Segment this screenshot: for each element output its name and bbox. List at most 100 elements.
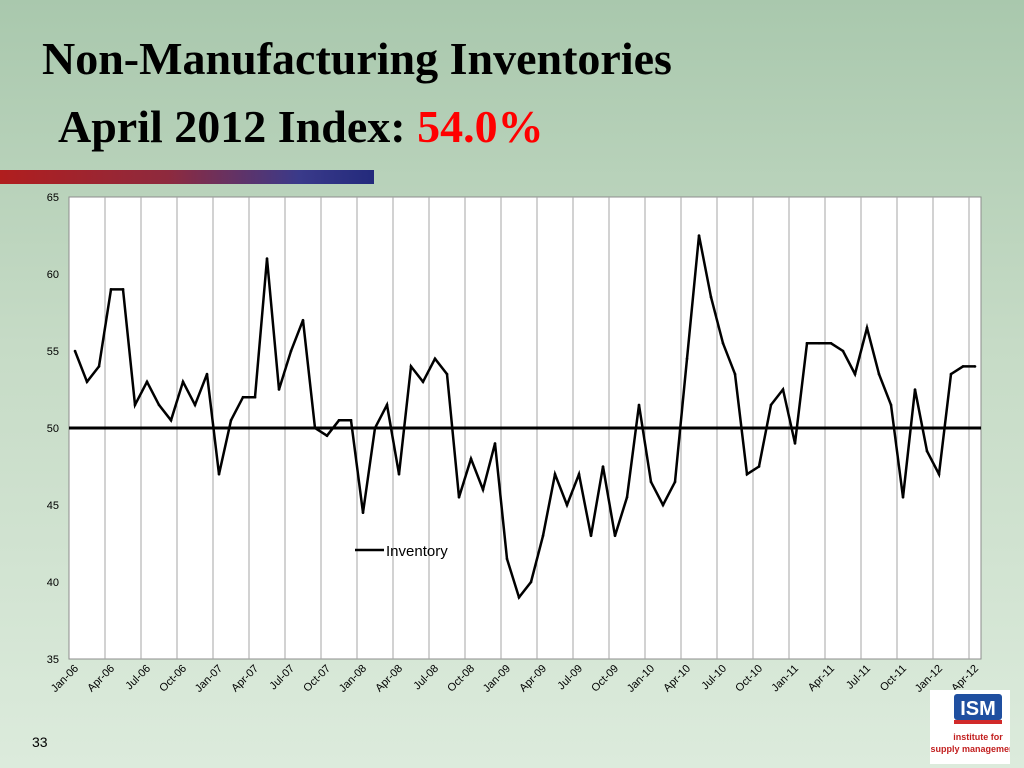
index-value: 54.0% (417, 101, 544, 152)
x-tick-label: Jul-06 (123, 663, 153, 693)
data-point (481, 488, 485, 491)
data-point (757, 465, 761, 468)
x-tick-label: Oct-06 (157, 663, 189, 695)
x-tick-label: Apr-08 (373, 663, 405, 695)
data-point (265, 257, 269, 260)
x-tick-label: Jul-10 (699, 663, 729, 693)
data-point (925, 449, 929, 453)
data-point (865, 326, 869, 330)
x-tick-label: Apr-07 (229, 663, 261, 695)
data-point (745, 472, 749, 476)
data-point (241, 395, 245, 399)
y-tick-label: 65 (47, 192, 59, 204)
x-tick-label: Jul-11 (844, 663, 873, 692)
data-point (229, 419, 233, 422)
data-point (721, 342, 725, 345)
x-tick-label: Jul-09 (555, 663, 585, 693)
data-point (949, 372, 953, 376)
y-tick-label: 40 (47, 577, 59, 589)
logo-caption-line2: supply management (930, 744, 1010, 754)
data-point (469, 457, 473, 461)
data-point (973, 365, 977, 368)
y-tick-label: 45 (47, 500, 59, 512)
x-tick-label: Apr-10 (661, 663, 693, 695)
data-point (145, 380, 149, 384)
x-tick-label: Jan-09 (481, 663, 513, 695)
x-tick-label: Oct-11 (878, 663, 909, 694)
data-point (805, 342, 809, 345)
data-point (373, 426, 377, 430)
data-point (421, 380, 425, 384)
data-point (529, 580, 533, 584)
y-tick-label: 50 (47, 423, 59, 435)
data-point (709, 295, 713, 299)
data-point (901, 496, 905, 499)
data-point (157, 403, 161, 407)
x-tick-label: Jan-08 (337, 663, 369, 695)
data-point (793, 442, 797, 445)
data-point (205, 372, 209, 376)
y-tick-label: 55 (47, 346, 59, 358)
x-tick-label: Oct-07 (301, 663, 333, 695)
data-point (73, 349, 77, 353)
data-point (409, 365, 413, 368)
data-point (517, 596, 521, 599)
y-tick-label: 35 (47, 654, 59, 666)
data-point (553, 472, 557, 476)
logo-emblem (954, 694, 1002, 720)
data-point (637, 403, 641, 407)
accent-bar (0, 170, 374, 184)
data-point (841, 349, 845, 353)
slide-title: Non-Manufacturing Inventories (42, 33, 672, 84)
data-point (913, 388, 917, 391)
data-point (397, 472, 401, 476)
data-point (169, 419, 173, 422)
x-tick-label: Apr-06 (85, 663, 117, 695)
x-tick-label: Jan-11 (769, 663, 801, 695)
legend: Inventory (355, 543, 448, 560)
y-tick-label: 60 (47, 269, 59, 281)
x-tick-label: Apr-11 (806, 663, 837, 694)
logo-caption-line1: institute for (953, 732, 1003, 742)
data-point (673, 480, 677, 484)
data-point (217, 472, 221, 476)
data-point (253, 395, 257, 399)
slide-subtitle: April 2012 Index: 54.0% (58, 104, 544, 150)
data-point (565, 503, 569, 507)
data-point (769, 403, 773, 407)
data-point (829, 342, 833, 345)
data-point (457, 496, 461, 499)
data-point (613, 534, 617, 538)
data-point (325, 434, 329, 437)
data-point (361, 511, 365, 514)
data-point (817, 342, 821, 345)
subtitle-prefix: April 2012 Index: (58, 101, 418, 152)
data-point (133, 403, 137, 407)
data-point (733, 372, 737, 376)
ism-logo: ISM institute for supply management (930, 690, 1010, 764)
data-point (961, 365, 965, 368)
data-point (445, 372, 449, 376)
data-point (85, 380, 89, 384)
data-point (625, 496, 629, 499)
data-point (109, 288, 113, 291)
data-point (301, 318, 305, 322)
data-point (121, 288, 125, 291)
data-point (289, 349, 293, 353)
x-tick-label: Apr-09 (517, 663, 549, 695)
data-point (685, 357, 689, 360)
series-line-inventory (73, 235, 975, 601)
data-point (277, 388, 281, 391)
x-tick-label: Jan-07 (193, 663, 225, 695)
x-tick-label: Jan-06 (49, 663, 81, 695)
data-point (193, 403, 197, 407)
data-point (433, 357, 437, 360)
data-point (889, 403, 893, 407)
x-tick-label: Oct-10 (733, 663, 765, 695)
data-point (589, 534, 593, 538)
data-point (937, 472, 941, 476)
data-point (337, 419, 341, 422)
y-axis-tick-labels: 35 40 45 50 55 60 65 (47, 192, 59, 666)
data-point (853, 372, 857, 376)
